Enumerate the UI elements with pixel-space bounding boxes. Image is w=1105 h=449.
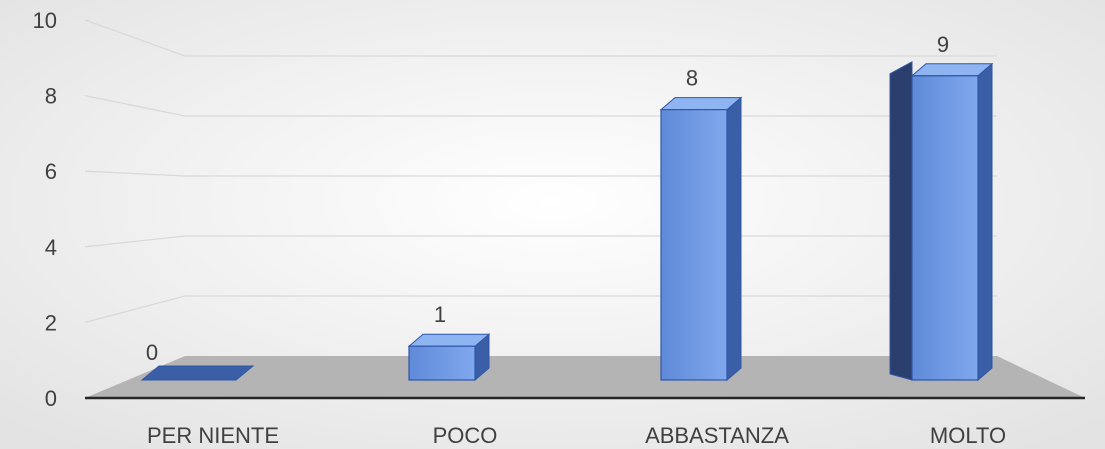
bars (140, 60, 994, 382)
bar-top-face (659, 97, 743, 111)
y-tick-label: 0 (45, 386, 57, 411)
gridline (84, 19, 997, 57)
y-tick-label: 8 (45, 84, 57, 109)
category-label: POCO (433, 423, 498, 448)
y-tick-label: 2 (45, 310, 57, 335)
data-label: 1 (434, 302, 446, 327)
data-label: 9 (937, 32, 949, 57)
chart-floor (85, 356, 1085, 400)
data-labels: 0 1 8 9 (146, 32, 949, 365)
bar-front-face (660, 108, 728, 381)
bar-left-face (889, 60, 913, 381)
bar (659, 96, 743, 382)
floor-plane (85, 356, 1085, 398)
bar (140, 365, 255, 381)
bar-top-face (407, 333, 491, 347)
x-axis-category-labels: PER NIENTE POCO ABBASTANZA MOLTO (147, 423, 1006, 448)
y-tick-label: 4 (45, 235, 57, 260)
category-label: MOLTO (930, 423, 1006, 448)
y-axis-tick-labels: 0 2 4 6 8 10 (33, 8, 57, 411)
y-tick-label: 6 (45, 159, 57, 184)
bar-side-face (726, 96, 742, 382)
bar-side-face (977, 62, 993, 382)
category-label: ABBASTANZA (645, 423, 789, 448)
bar-top-face (910, 63, 994, 77)
y-tick-label: 10 (33, 8, 57, 33)
data-label: 0 (146, 340, 158, 365)
bar (407, 333, 491, 382)
bar (889, 60, 994, 382)
data-label: 8 (686, 66, 698, 91)
bar-front-face (911, 75, 979, 381)
category-label: PER NIENTE (147, 423, 279, 448)
bar-flat-face (140, 365, 255, 381)
bar-front-face (408, 345, 476, 381)
